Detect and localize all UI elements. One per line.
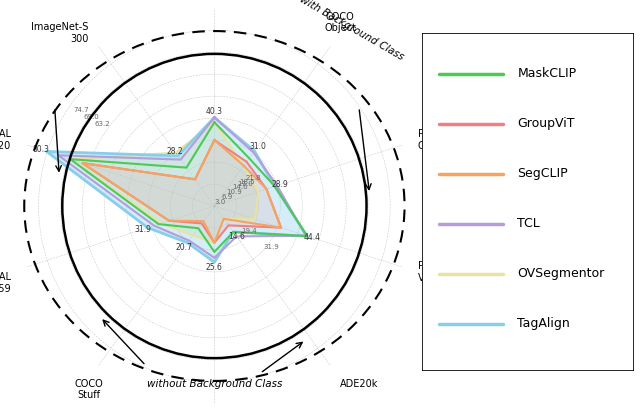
FancyBboxPatch shape bbox=[422, 33, 634, 371]
Text: 10.9: 10.9 bbox=[226, 189, 242, 195]
Text: 14.6: 14.6 bbox=[228, 232, 245, 241]
Polygon shape bbox=[47, 117, 307, 262]
Text: SegCLIP: SegCLIP bbox=[518, 167, 568, 180]
Text: ImageNet-S
300: ImageNet-S 300 bbox=[31, 22, 89, 44]
Text: 40.3: 40.3 bbox=[206, 108, 223, 117]
Polygon shape bbox=[70, 122, 259, 243]
Text: GroupViT: GroupViT bbox=[518, 117, 575, 130]
Text: 20.7: 20.7 bbox=[176, 243, 193, 252]
Text: 28.2: 28.2 bbox=[166, 147, 183, 156]
Text: TagAlign: TagAlign bbox=[518, 317, 570, 330]
Text: 19.4: 19.4 bbox=[241, 228, 257, 234]
Text: COCO
Stuff: COCO Stuff bbox=[74, 379, 103, 400]
Polygon shape bbox=[83, 140, 281, 243]
Text: COCO
Object: COCO Object bbox=[324, 12, 356, 33]
Text: OVSegmentor: OVSegmentor bbox=[518, 267, 605, 280]
Text: 21.8: 21.8 bbox=[245, 175, 261, 181]
Text: 14.6: 14.6 bbox=[232, 184, 248, 190]
Text: 25.6: 25.6 bbox=[206, 263, 223, 272]
Text: 44.4: 44.4 bbox=[304, 233, 321, 242]
Text: with Background Class: with Background Class bbox=[298, 0, 406, 62]
Text: TCL: TCL bbox=[518, 217, 540, 230]
Text: 18.5: 18.5 bbox=[239, 179, 255, 185]
Text: 3.0: 3.0 bbox=[214, 199, 225, 205]
Text: 6.9: 6.9 bbox=[221, 194, 232, 200]
Text: PASCAL
VOC20: PASCAL VOC20 bbox=[0, 129, 12, 151]
Text: PASCAL
VOC: PASCAL VOC bbox=[417, 261, 454, 283]
Text: 28.9: 28.9 bbox=[271, 180, 289, 189]
Text: without Background Class: without Background Class bbox=[147, 379, 282, 389]
Text: ADE20k: ADE20k bbox=[340, 379, 378, 389]
Text: 31.9: 31.9 bbox=[134, 225, 151, 234]
Text: PASCAL
Context59: PASCAL Context59 bbox=[0, 272, 12, 294]
Text: 80.3: 80.3 bbox=[33, 145, 50, 154]
Text: 31.9: 31.9 bbox=[263, 244, 279, 250]
Text: 69.0: 69.0 bbox=[84, 114, 100, 120]
Text: 63.2: 63.2 bbox=[94, 122, 110, 127]
Text: 74.7: 74.7 bbox=[74, 107, 90, 112]
Text: 31.0: 31.0 bbox=[249, 142, 266, 151]
Text: MaskCLIP: MaskCLIP bbox=[518, 67, 577, 80]
Text: 17.0: 17.0 bbox=[237, 181, 253, 187]
Text: PASCAL
Context: PASCAL Context bbox=[417, 129, 456, 151]
